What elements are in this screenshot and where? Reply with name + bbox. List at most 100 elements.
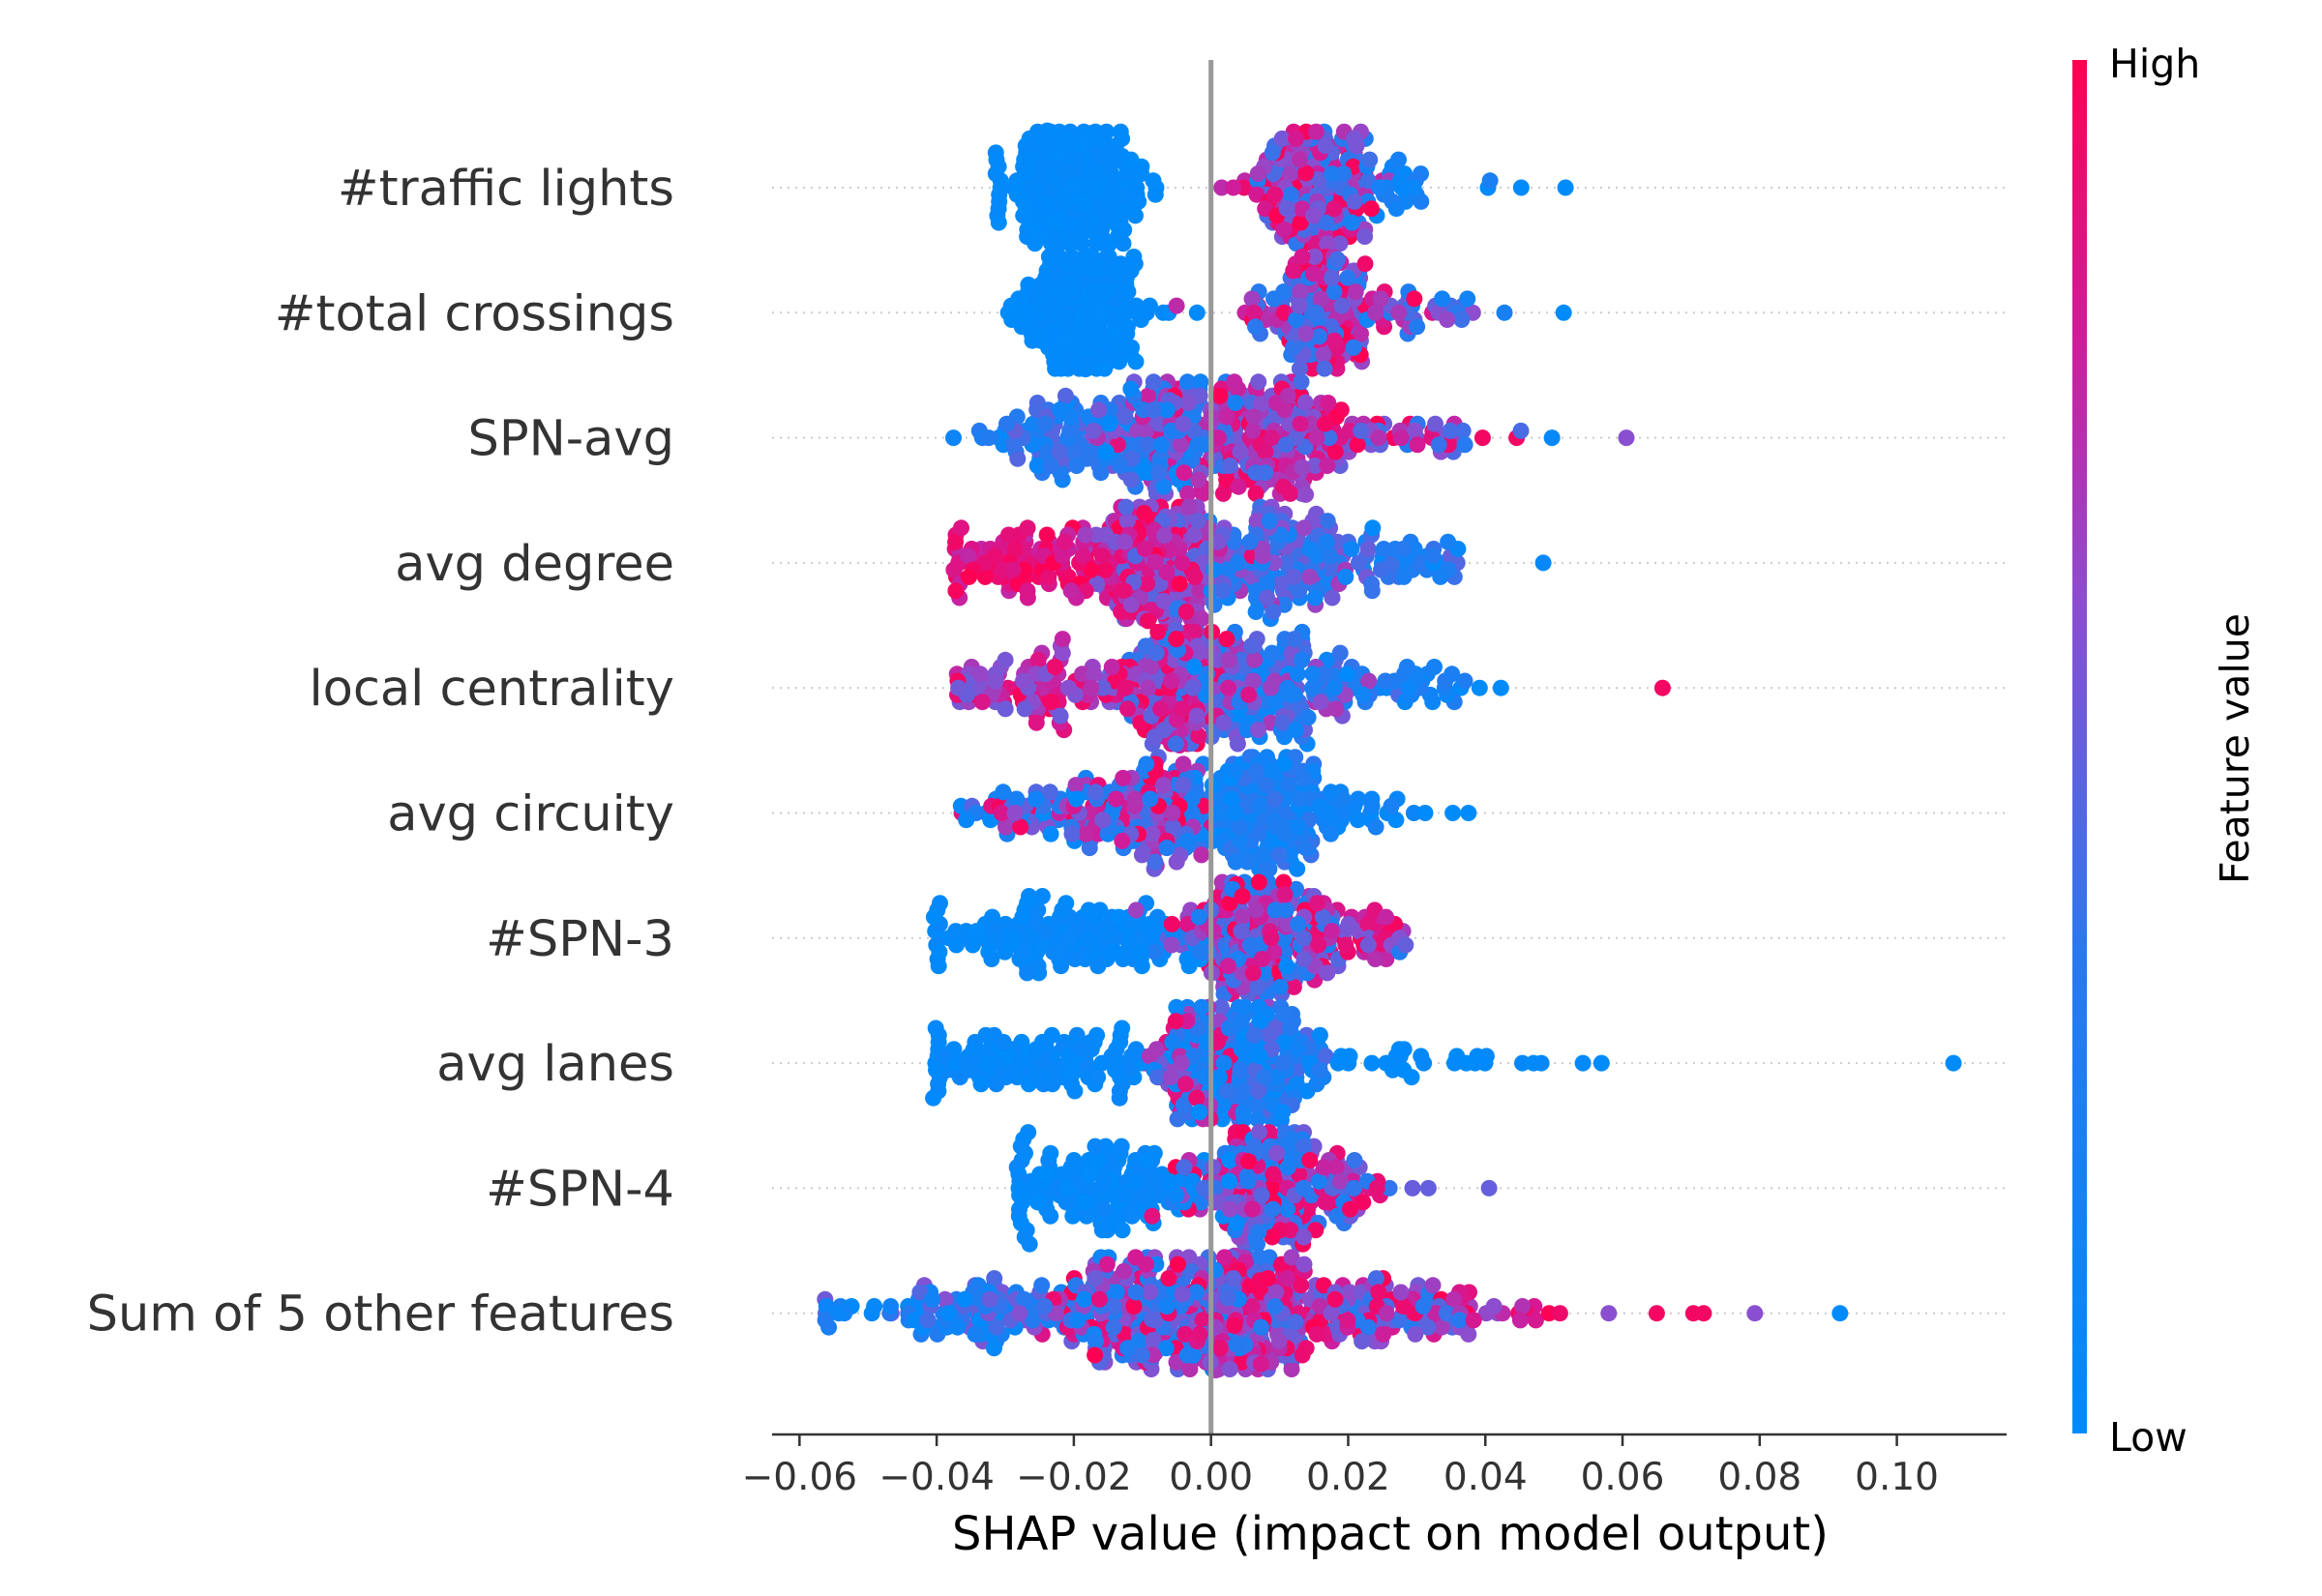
shap-point xyxy=(1016,700,1033,718)
shap-point xyxy=(1148,1041,1165,1058)
shap-point xyxy=(1139,612,1156,630)
shap-point xyxy=(1084,443,1101,460)
shap-point xyxy=(1157,1340,1175,1357)
shap-point xyxy=(1424,1277,1442,1294)
shap-point xyxy=(1279,1200,1296,1218)
feature-label-3: avg degree xyxy=(395,536,674,593)
shap-point xyxy=(1012,818,1029,836)
shap-point xyxy=(1219,958,1236,975)
shap-point xyxy=(1178,832,1196,849)
shap-point xyxy=(945,429,962,447)
shap-point xyxy=(1309,895,1326,912)
shap-point xyxy=(1085,936,1102,954)
shap-point xyxy=(911,1284,929,1301)
shap-point xyxy=(1557,179,1574,196)
shap-point xyxy=(1325,332,1343,349)
shap-point xyxy=(925,908,942,926)
shap-point xyxy=(1367,951,1384,967)
shap-point xyxy=(1240,686,1258,703)
shap-point xyxy=(1097,526,1115,544)
shap-point xyxy=(1145,172,1162,190)
shap-point xyxy=(1115,235,1132,252)
shap-point xyxy=(1059,283,1077,301)
shap-point xyxy=(1381,1179,1398,1197)
shap-point xyxy=(1343,214,1360,231)
shap-point xyxy=(1243,290,1261,308)
feature-label-5: avg circuity xyxy=(387,786,674,843)
shap-point xyxy=(1285,568,1302,585)
shap-point xyxy=(1214,582,1231,600)
shap-point xyxy=(1345,130,1362,147)
shap-point xyxy=(1292,214,1309,231)
shap-point xyxy=(1485,1298,1503,1315)
feature-label-6: #SPN-3 xyxy=(486,911,674,968)
shap-point xyxy=(830,1305,848,1322)
shap-point xyxy=(1168,297,1185,314)
shap-point xyxy=(1039,443,1057,460)
shap-point xyxy=(1387,200,1405,218)
shap-point xyxy=(959,1054,976,1072)
shap-point xyxy=(1227,805,1244,821)
shap-point xyxy=(1476,1054,1494,1072)
shap-point xyxy=(1409,318,1426,336)
x-tick-label: 0.10 xyxy=(1855,1456,1939,1499)
shap-point xyxy=(1390,304,1408,321)
shap-point xyxy=(1125,1298,1143,1315)
shap-point xyxy=(1150,415,1168,432)
shap-point xyxy=(1370,1284,1387,1301)
shap-point xyxy=(1102,923,1119,940)
shap-point xyxy=(1027,185,1045,202)
shap-point xyxy=(1087,908,1104,926)
shap-point xyxy=(1291,297,1308,314)
shap-point xyxy=(1083,1041,1100,1058)
shap-point xyxy=(1164,805,1181,821)
shap-point xyxy=(1089,258,1107,276)
shap-point xyxy=(1191,1325,1208,1343)
shap-point xyxy=(1122,596,1140,613)
shap-point xyxy=(882,1298,900,1315)
shap-point xyxy=(1218,408,1235,426)
shap-point xyxy=(1331,235,1349,252)
shap-point xyxy=(1275,221,1293,238)
shap-point xyxy=(1319,964,1336,982)
shap-point xyxy=(1375,1325,1392,1343)
shap-point xyxy=(1016,561,1033,578)
shap-point xyxy=(1152,700,1170,718)
shap-point xyxy=(1456,436,1474,454)
shap-point xyxy=(1181,1361,1199,1377)
shap-point xyxy=(1133,165,1150,183)
shap-point xyxy=(1244,422,1262,439)
shap-point xyxy=(1419,1318,1437,1336)
shap-point xyxy=(1042,458,1059,474)
shap-point xyxy=(1378,1054,1395,1072)
shap-point xyxy=(1310,1172,1327,1190)
shap-point xyxy=(1145,373,1162,391)
shap-point xyxy=(1593,1054,1610,1072)
shap-point xyxy=(1220,651,1237,668)
shap-point xyxy=(1104,1187,1121,1204)
shap-point xyxy=(1350,790,1367,808)
shap-point xyxy=(1392,429,1410,447)
shap-point xyxy=(1094,679,1112,696)
shap-point xyxy=(1000,526,1017,544)
shap-point xyxy=(1241,533,1259,550)
shap-point xyxy=(1040,249,1057,265)
shap-point xyxy=(1363,797,1381,814)
shap-point xyxy=(1220,679,1236,696)
shap-point xyxy=(1149,623,1167,640)
shap-point xyxy=(1164,1033,1181,1050)
shap-point xyxy=(1359,1318,1377,1336)
shap-point xyxy=(1119,283,1137,301)
x-tick-label: 0.06 xyxy=(1581,1456,1665,1499)
shap-point xyxy=(1372,290,1389,308)
shap-point xyxy=(1009,450,1027,467)
shap-point xyxy=(1241,936,1259,954)
shap-point xyxy=(1283,1249,1300,1266)
shap-point xyxy=(1266,1298,1284,1315)
shap-point xyxy=(1383,797,1400,814)
shap-point xyxy=(1189,436,1206,454)
shap-point xyxy=(1085,422,1102,439)
shap-point xyxy=(1047,659,1063,675)
shap-point xyxy=(1337,568,1354,585)
shap-point xyxy=(1229,735,1246,753)
